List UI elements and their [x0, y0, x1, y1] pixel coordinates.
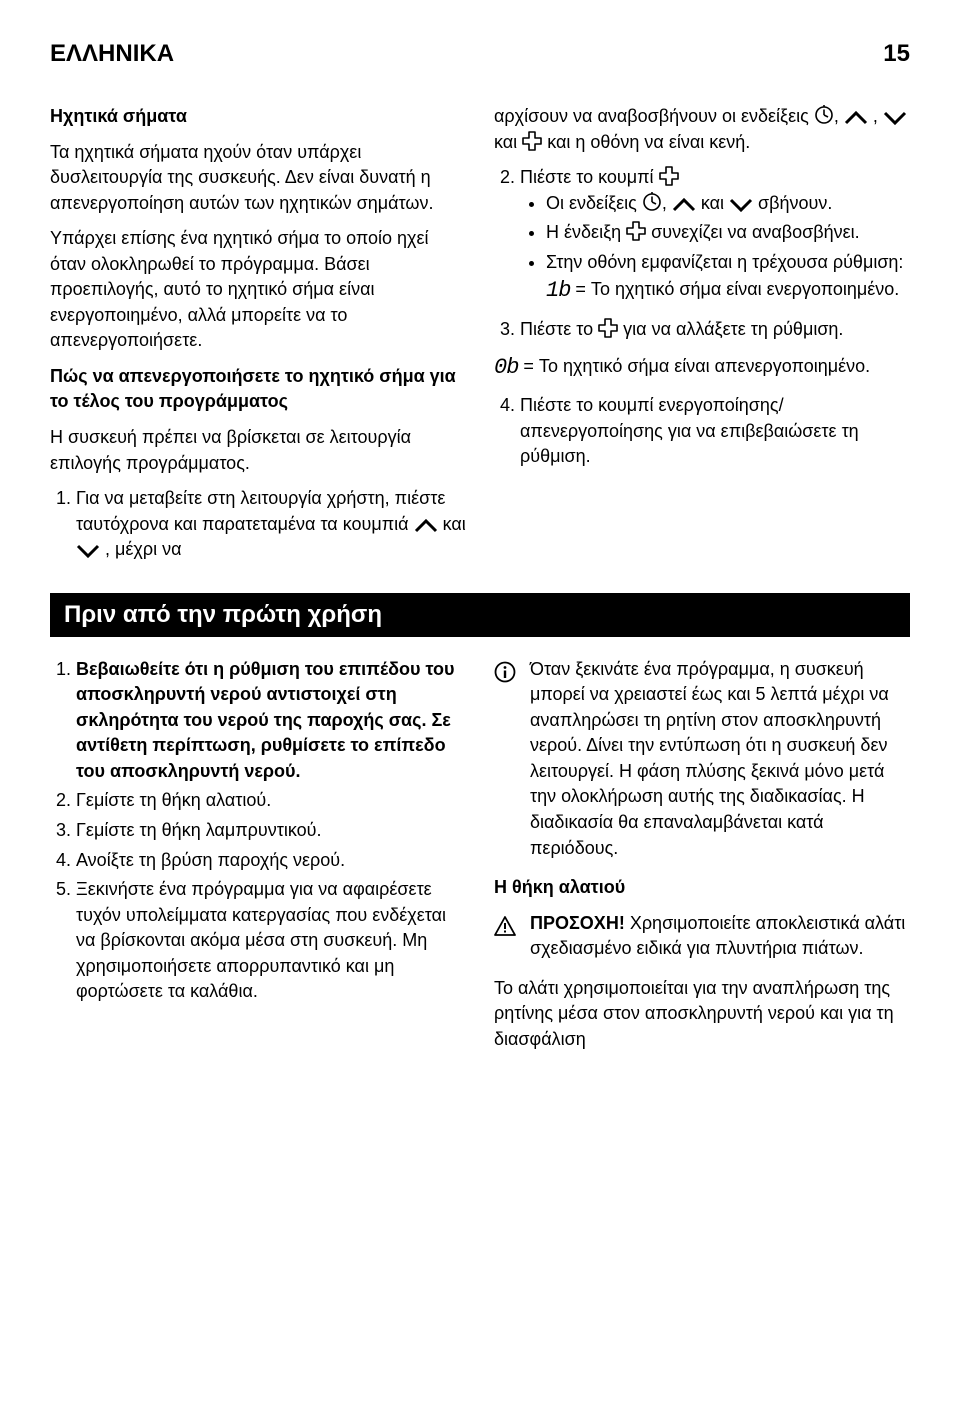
- ordered-list: Πιέστε το κουμπί ενεργοποίησης/απενεργοπ…: [494, 393, 910, 470]
- text: Ξεκινήστε ένα πρόγραμμα για να αφαιρέσετ…: [76, 879, 446, 1001]
- text: ,: [868, 106, 883, 126]
- text: για να αλλάξετε τη ρύθμιση.: [623, 319, 843, 339]
- text: σβήνουν.: [753, 193, 832, 213]
- section-first-use: Βεβαιωθείτε ότι η ρύθμιση του επιπέδου τ…: [50, 657, 910, 1063]
- language-label: ΕΛΛΗΝΙΚΑ: [50, 40, 174, 68]
- list-text: , μέχρι να: [105, 539, 182, 559]
- left-column: Ηχητικά σήματα Τα ηχητικά σήματα ηχούν ό…: [50, 104, 466, 573]
- plus-icon: [522, 131, 542, 151]
- section-heading-first-use: Πριν από την πρώτη χρήση: [50, 593, 910, 637]
- down-chevron-icon: [729, 196, 753, 212]
- info-icon: [494, 661, 516, 683]
- up-chevron-icon: [672, 196, 696, 212]
- text: Πιέστε το κουμπί ενεργοποίησης/απενεργοπ…: [520, 395, 859, 466]
- text-bold: Βεβαιωθείτε ότι η ρύθμιση του επιπέδου τ…: [76, 659, 454, 781]
- text: και: [696, 193, 729, 213]
- paragraph: Υπάρχει επίσης ένα ηχητικό σήμα το οποίο…: [50, 226, 466, 354]
- info-icon-cell: [494, 657, 518, 861]
- up-chevron-icon: [844, 109, 868, 125]
- left-column: Βεβαιωθείτε ότι η ρύθμιση του επιπέδου τ…: [50, 657, 466, 1063]
- info-block: Όταν ξεκινάτε ένα πρόγραμμα, η συσκευή μ…: [494, 657, 910, 861]
- display-glyph-0b: 0b: [494, 355, 518, 380]
- up-chevron-icon: [414, 517, 438, 533]
- list-item: Ανοίξτε τη βρύση παροχής νερού.: [76, 848, 466, 874]
- heading-salt-compartment: Η θήκη αλατιού: [494, 875, 910, 901]
- paragraph: αρχίσουν να αναβοσβήνουν οι ενδείξεις , …: [494, 104, 910, 155]
- paragraph: Η συσκευή πρέπει να βρίσκεται σε λειτουρ…: [50, 425, 466, 476]
- warning-icon: [494, 915, 516, 937]
- text: Πιέστε το κουμπί: [520, 167, 659, 187]
- list-text: και: [443, 514, 466, 534]
- text: Στην οθόνη εμφανίζεται η τρέχουσα ρύθμισ…: [546, 252, 903, 272]
- text: = Το ηχητικό σήμα είναι ενεργοποιημένο.: [575, 279, 899, 299]
- paragraph: Τα ηχητικά σήματα ηχούν όταν υπάρχει δυσ…: [50, 140, 466, 217]
- page-header: ΕΛΛΗΝΙΚΑ 15: [50, 40, 910, 68]
- list-item: Βεβαιωθείτε ότι η ρύθμιση του επιπέδου τ…: [76, 657, 466, 785]
- list-item: Πιέστε το για να αλλάξετε τη ρύθμιση.: [520, 317, 910, 343]
- sub-list: Οι ενδείξεις , και σβήνουν. Η ένδειξη συ…: [520, 191, 910, 307]
- ordered-list: Πιέστε το κουμπί Οι ενδείξεις , και σβήν…: [494, 165, 910, 342]
- document-page: ΕΛΛΗΝΙΚΑ 15 Ηχητικά σήματα Τα ηχητικά σή…: [0, 0, 960, 1412]
- display-glyph-1b: 1b: [546, 278, 570, 303]
- text: συνεχίζει να αναβοσβήνει.: [651, 222, 859, 242]
- section-sound-signals: Ηχητικά σήματα Τα ηχητικά σήματα ηχούν ό…: [50, 104, 910, 573]
- text: Γεμίστε τη θήκη αλατιού.: [76, 790, 271, 810]
- text: και η οθόνη να είναι κενή.: [542, 132, 750, 152]
- list-text: Για να μεταβείτε στη λειτουργία χρήστη, …: [76, 488, 445, 534]
- list-item: Πιέστε το κουμπί ενεργοποίησης/απενεργοπ…: [520, 393, 910, 470]
- delay-icon: [814, 105, 834, 125]
- text: Οι ενδείξεις: [546, 193, 642, 213]
- ordered-list: Για να μεταβείτε στη λειτουργία χρήστη, …: [50, 486, 466, 563]
- warning-text: ΠΡΟΣΟΧΗ! Χρησιμοποιείτε αποκλειστικά αλά…: [530, 911, 910, 962]
- heading-sound-signals: Ηχητικά σήματα: [50, 104, 466, 130]
- text: Γεμίστε τη θήκη λαμπρυντικού.: [76, 820, 321, 840]
- list-item: Ξεκινήστε ένα πρόγραμμα για να αφαιρέσετ…: [76, 877, 466, 1005]
- list-item: Πιέστε το κουμπί Οι ενδείξεις , και σβήν…: [520, 165, 910, 306]
- paragraph: 0b = Το ηχητικό σήμα είναι απενεργοποιημ…: [494, 352, 910, 383]
- heading-deactivate-signal: Πώς να απενεργοποιήσετε το ηχητικό σήμα …: [50, 364, 466, 415]
- list-item: Γεμίστε τη θήκη αλατιού.: [76, 788, 466, 814]
- text: Η ένδειξη: [546, 222, 626, 242]
- list-item: Γεμίστε τη θήκη λαμπρυντικού.: [76, 818, 466, 844]
- text: και: [494, 132, 522, 152]
- text: αρχίσουν να αναβοσβήνουν οι ενδείξεις: [494, 106, 814, 126]
- text: ,: [834, 106, 844, 126]
- ordered-list: Βεβαιωθείτε ότι η ρύθμιση του επιπέδου τ…: [50, 657, 466, 1005]
- warning-label: ΠΡΟΣΟΧΗ!: [530, 913, 625, 933]
- plus-icon: [598, 318, 618, 338]
- page-number: 15: [883, 40, 910, 68]
- list-item: Η ένδειξη συνεχίζει να αναβοσβήνει.: [546, 220, 910, 246]
- list-item: Οι ενδείξεις , και σβήνουν.: [546, 191, 910, 217]
- plus-icon: [659, 166, 679, 186]
- delay-icon: [642, 192, 662, 212]
- plus-icon: [626, 221, 646, 241]
- list-item: Στην οθόνη εμφανίζεται η τρέχουσα ρύθμισ…: [546, 250, 910, 307]
- paragraph: Το αλάτι χρησιμοποιείται για την αναπλήρ…: [494, 976, 910, 1053]
- text: Πιέστε το: [520, 319, 598, 339]
- warning-icon-cell: [494, 911, 518, 962]
- list-item: Για να μεταβείτε στη λειτουργία χρήστη, …: [76, 486, 466, 563]
- info-text: Όταν ξεκινάτε ένα πρόγραμμα, η συσκευή μ…: [530, 657, 910, 861]
- right-column: αρχίσουν να αναβοσβήνουν οι ενδείξεις , …: [494, 104, 910, 573]
- warning-block: ΠΡΟΣΟΧΗ! Χρησιμοποιείτε αποκλειστικά αλά…: [494, 911, 910, 962]
- text: Ανοίξτε τη βρύση παροχής νερού.: [76, 850, 345, 870]
- right-column: Όταν ξεκινάτε ένα πρόγραμμα, η συσκευή μ…: [494, 657, 910, 1063]
- text: = Το ηχητικό σήμα είναι απενεργοποιημένο…: [523, 356, 870, 376]
- text: ,: [662, 193, 672, 213]
- down-chevron-icon: [883, 109, 907, 125]
- down-chevron-icon: [76, 542, 100, 558]
